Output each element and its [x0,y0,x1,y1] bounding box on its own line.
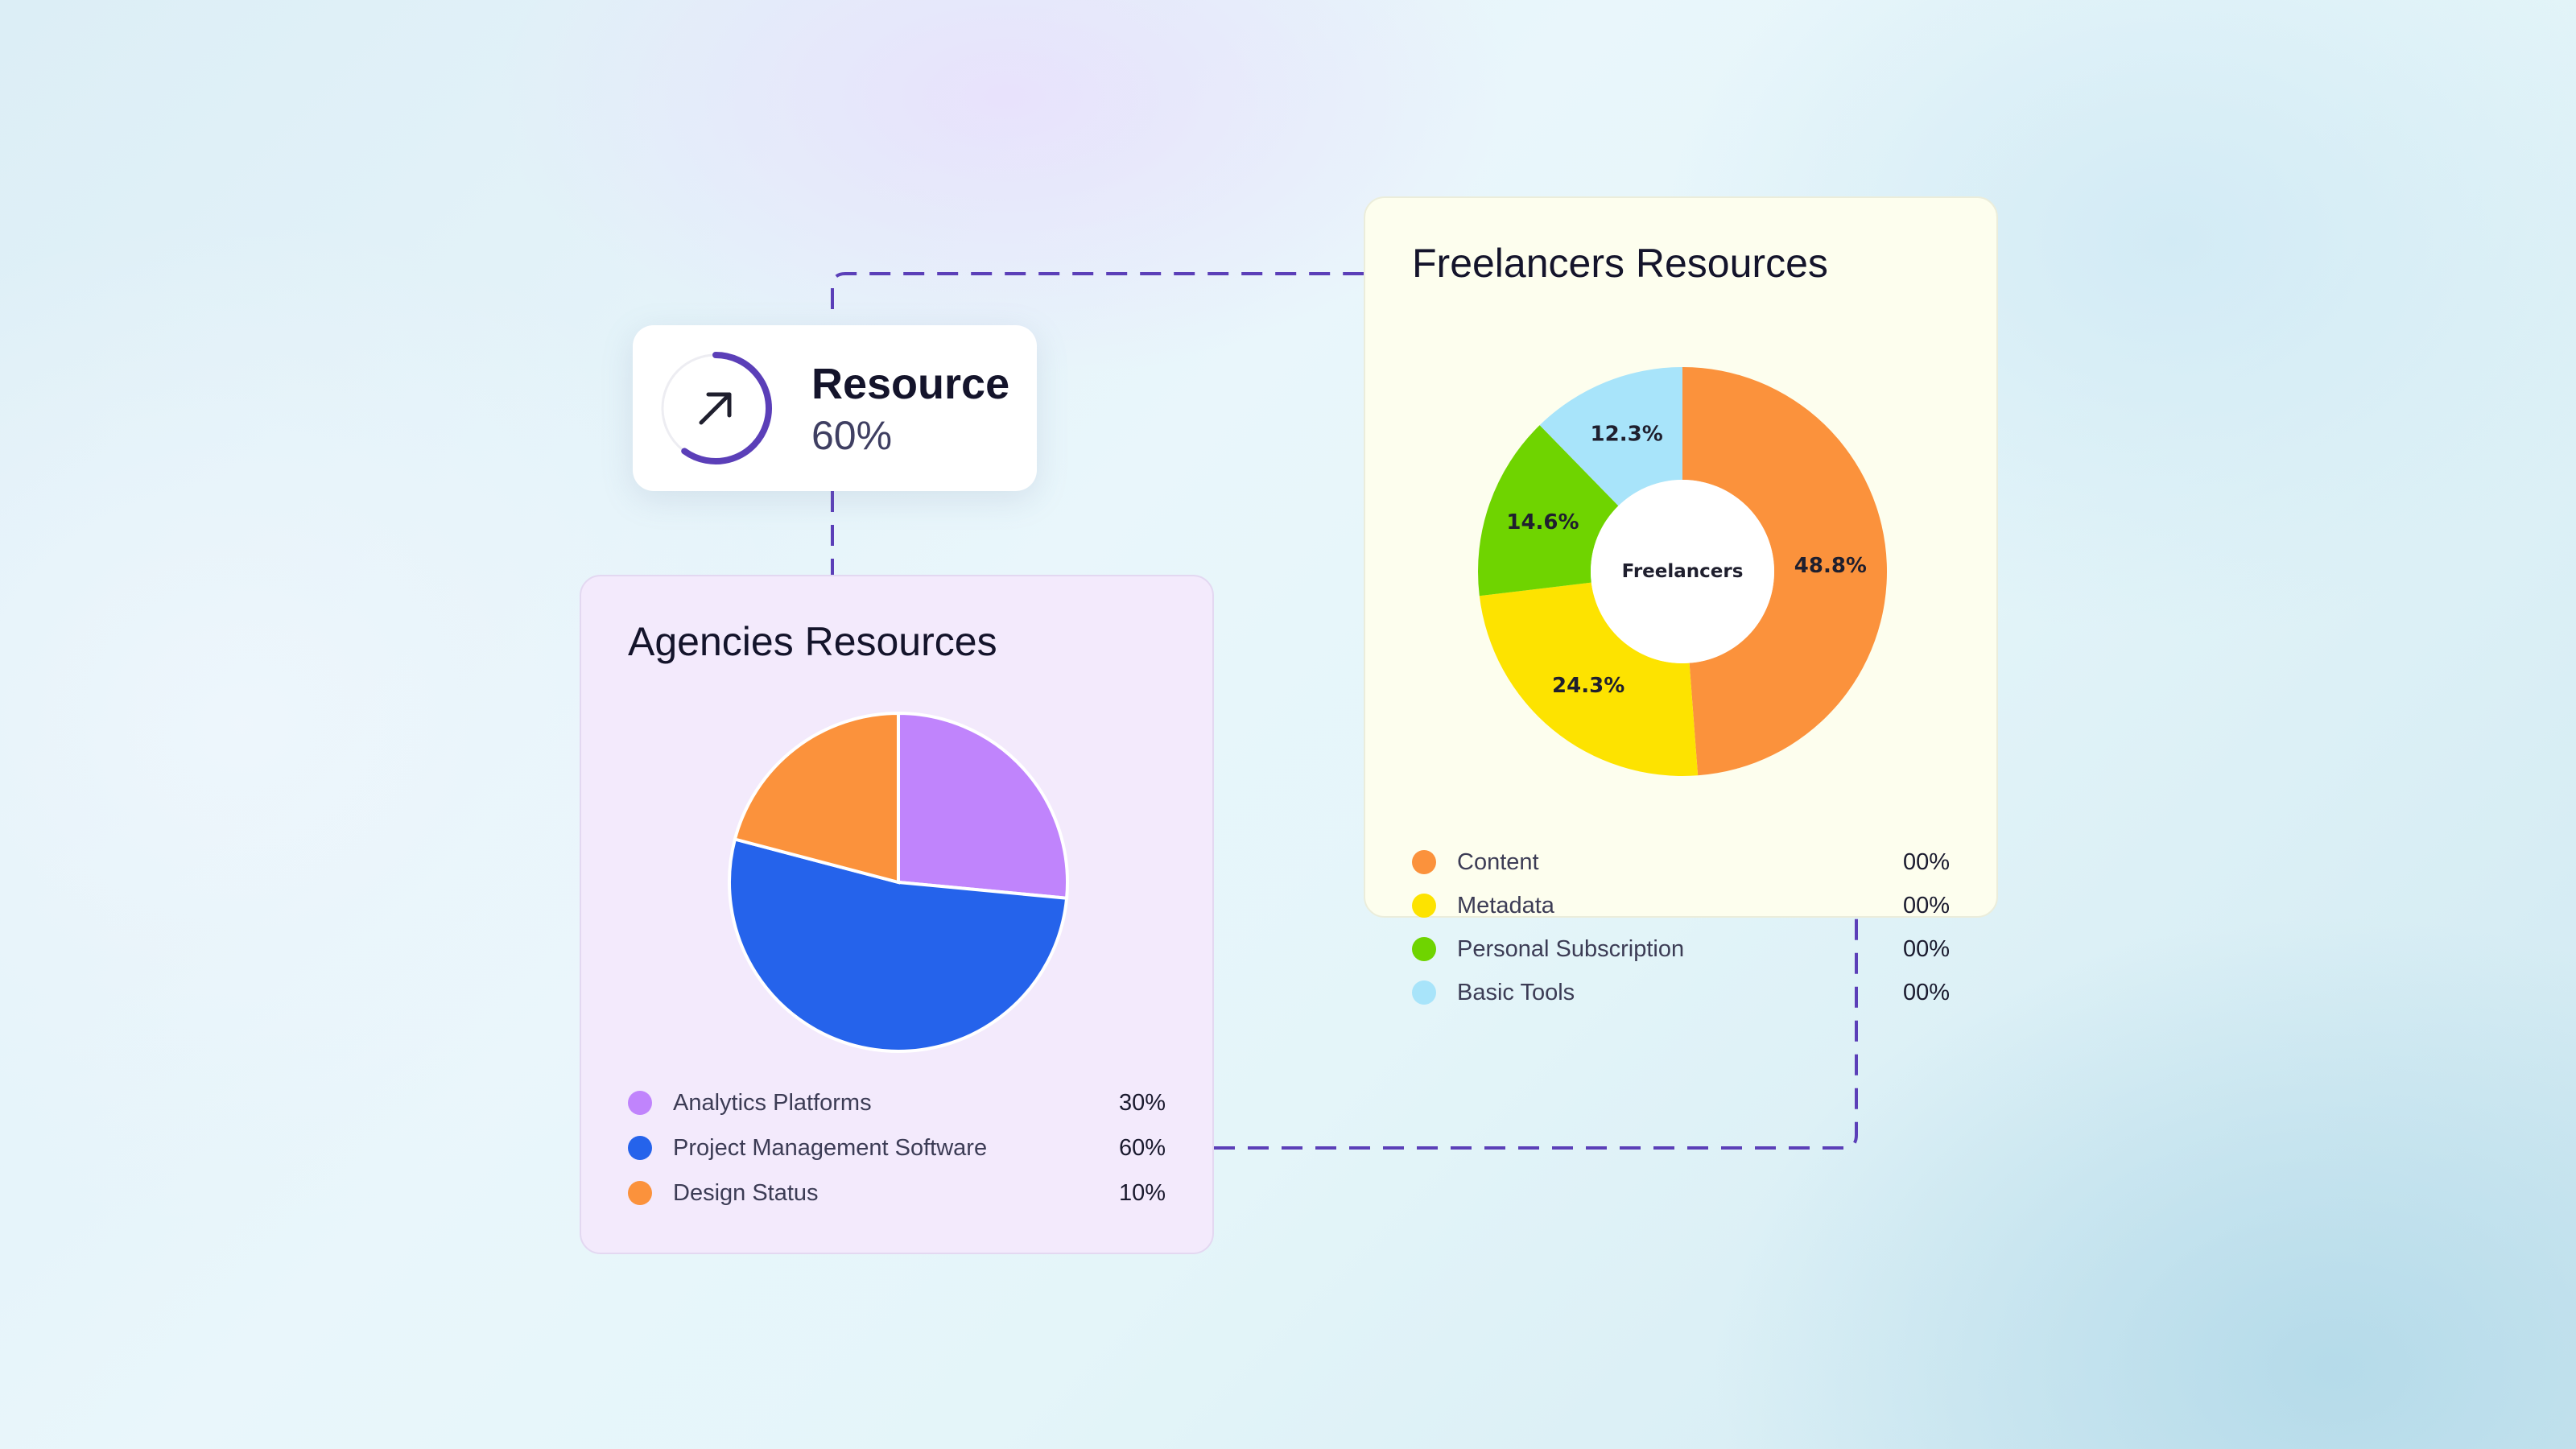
data-label-content: 48.8% [1794,554,1867,578]
resource-value: 60% [811,413,893,458]
legend-item-design-status: Design Status 10% [628,1170,1166,1216]
pie-slice-design-status [733,711,900,885]
legend-item-content: Content 00% [1412,840,1950,884]
agencies-card-title: Agencies Resources [628,619,997,664]
legend-label: Personal Subscription [1457,935,1685,962]
legend-label: Design Status [673,1179,819,1206]
legend-label: Basic Tools [1457,979,1575,1005]
legend-label: Content [1457,848,1539,875]
pie-slice-project-management-software [728,837,1069,1053]
donut-hole [1591,480,1774,663]
legend-dot [1412,850,1436,874]
progress-arc [681,352,772,464]
legend-dot [628,1091,652,1115]
agencies-resources-card: Agencies Resources Analytics Platforms 3… [580,575,1214,1254]
legend-value: 00% [1902,892,1950,919]
legend-value: 00% [1902,935,1950,962]
legend-dot [1412,937,1436,961]
resource-progress-ring [661,352,772,464]
legend-value: 30% [1118,1089,1166,1116]
freelancers-resources-card: Freelancers Resources 48.8% 24.3% 14.6% 12.… [1364,196,1998,1005]
agencies-pie-chart [728,711,1069,1053]
legend-item-personal-subscription: Personal Subscription 00% [1412,927,1950,971]
pie-slice-analytics-platforms [897,711,1069,900]
legend-dot [1412,980,1436,1005]
legend-item-project-management-software: Project Management Software 60% [628,1125,1166,1170]
data-label-basic-tools: 12.3% [1591,423,1663,447]
arrow-up-right-icon [699,392,732,425]
pie-slice-personal-subscription [1478,425,1619,597]
legend-item-analytics-platforms: Analytics Platforms 30% [628,1080,1166,1125]
legend-dot [628,1136,652,1160]
legend-value: 00% [1902,979,1950,1005]
freelancers-legend: Content 00% Metadata 00% Personal Subscr… [1412,840,1950,1014]
legend-dot [1412,894,1436,918]
legend-item-basic-tools: Basic Tools 00% [1412,971,1950,1014]
pie-slice-content [1682,367,1887,776]
resource-title: Resource [811,360,1010,408]
legend-value: 00% [1902,848,1950,875]
donut-center-label: Freelancers [1622,561,1744,582]
legend-value: 10% [1118,1179,1166,1206]
pie-slice-metadata [1479,582,1699,776]
data-label-personal-subscription: 14.6% [1506,510,1579,535]
legend-value: 60% [1118,1134,1166,1161]
legend-label: Analytics Platforms [673,1089,872,1116]
resource-widget: Resource 60% [633,325,1037,491]
pie-slice-basic-tools [1539,367,1682,506]
freelancers-card-title: Freelancers Resources [1412,241,1828,286]
legend-item-metadata: Metadata 00% [1412,884,1950,927]
data-label-metadata: 24.3% [1552,674,1624,698]
legend-dot [628,1181,652,1205]
legend-label: Metadata [1457,892,1554,919]
agencies-legend: Analytics Platforms 30% Project Manageme… [628,1080,1166,1216]
legend-label: Project Management Software [673,1134,988,1161]
freelancers-donut-chart: 48.8% 24.3% 14.6% 12.3% Freelancers [1478,367,1887,776]
